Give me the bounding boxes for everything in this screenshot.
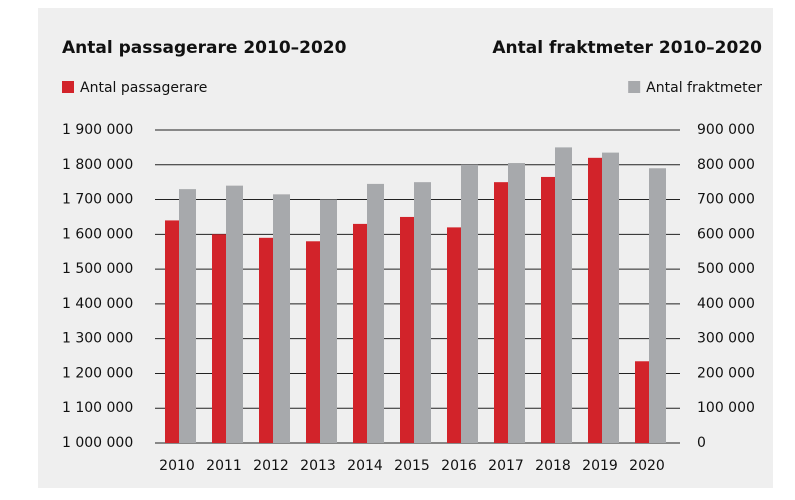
bar (555, 147, 572, 443)
y-tick-label: 1 100 000 (62, 400, 133, 416)
y2-tick-label: 800 000 (697, 157, 755, 173)
y2-tick-label: 0 (697, 435, 706, 451)
y2-tick-label: 700 000 (697, 192, 755, 208)
y-tick-label: 1 000 000 (62, 435, 133, 451)
bar (259, 237, 273, 443)
y-tick-label: 1 900 000 (62, 122, 133, 138)
legend-label: Antal fraktmeter (646, 80, 762, 96)
y-tick-label: 1 700 000 (62, 192, 133, 208)
bar (353, 223, 367, 443)
x-tick-label: 2010 (159, 458, 195, 474)
bar (212, 234, 226, 443)
bar (635, 361, 649, 443)
y-tick-label: 1 400 000 (62, 296, 133, 312)
y2-tick-label: 400 000 (697, 296, 755, 312)
chart-title: Antal fraktmeter 2010–2020 (492, 38, 762, 58)
x-tick-label: 2017 (488, 458, 524, 474)
x-tick-label: 2013 (300, 458, 336, 474)
x-tick-label: 2016 (441, 458, 477, 474)
legend-label: Antal passagerare (80, 80, 207, 96)
bar (541, 176, 555, 443)
y-tick-label: 1 600 000 (62, 226, 133, 242)
bar (273, 194, 290, 443)
bar (602, 152, 619, 443)
bar (508, 163, 525, 444)
bar (400, 216, 414, 443)
x-tick-label: 2015 (394, 458, 430, 474)
bar (320, 199, 337, 443)
bar (179, 189, 196, 443)
x-tick-label: 2019 (582, 458, 618, 474)
y2-tick-label: 100 000 (697, 400, 755, 416)
y-tick-label: 1 200 000 (62, 365, 133, 381)
y2-tick-label: 600 000 (697, 226, 755, 242)
bar (494, 182, 508, 443)
bar (447, 227, 461, 443)
bar (414, 182, 431, 443)
bar (306, 241, 320, 443)
bar (226, 185, 243, 443)
y2-tick-label: 300 000 (697, 331, 755, 347)
y2-tick-label: 500 000 (697, 261, 755, 277)
x-tick-label: 2012 (253, 458, 289, 474)
y-tick-label: 1 800 000 (62, 157, 133, 173)
y2-tick-label: 900 000 (697, 122, 755, 138)
y-tick-label: 1 300 000 (62, 331, 133, 347)
legend-swatch (628, 81, 641, 93)
legend-swatch (62, 81, 74, 93)
chart-title: Antal passagerare 2010–2020 (62, 38, 347, 58)
x-tick-label: 2018 (535, 458, 571, 474)
y2-tick-label: 200 000 (697, 365, 755, 381)
bar (649, 168, 666, 443)
y-tick-label: 1 500 000 (62, 261, 133, 277)
bar (367, 183, 384, 443)
bar (588, 157, 602, 444)
bar (165, 220, 179, 443)
x-tick-label: 2020 (629, 458, 665, 474)
x-tick-label: 2011 (206, 458, 242, 474)
x-tick-label: 2014 (347, 458, 383, 474)
bar (461, 164, 478, 443)
